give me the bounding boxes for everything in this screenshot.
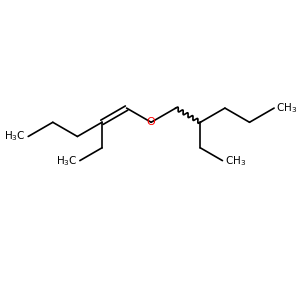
Text: O: O [147, 117, 155, 127]
Text: H$_3$C: H$_3$C [4, 130, 26, 143]
Text: H$_3$C: H$_3$C [56, 154, 78, 167]
Text: CH$_3$: CH$_3$ [276, 101, 298, 115]
Text: CH$_3$: CH$_3$ [225, 154, 246, 167]
